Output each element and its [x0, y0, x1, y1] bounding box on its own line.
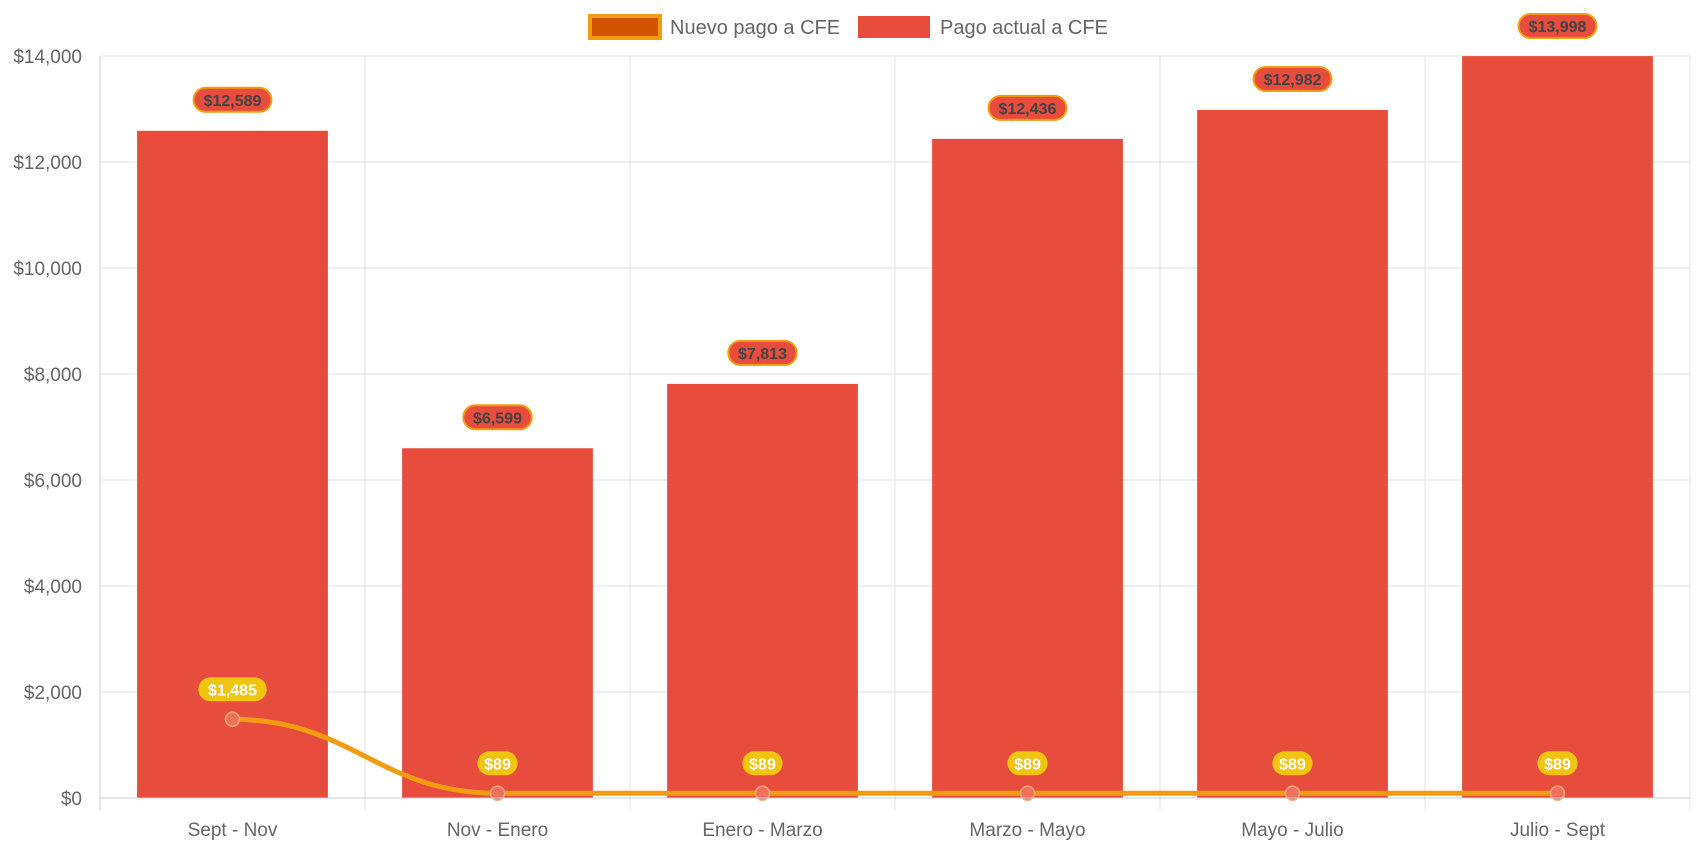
line-series-nuevo-pago	[224, 711, 1566, 802]
bar-data-label: $6,599	[473, 410, 522, 427]
x-tick-label: Mayo - Julio	[1241, 820, 1343, 841]
grid	[99, 55, 1691, 810]
y-tick-label: $12,000	[13, 153, 82, 174]
line-data-label: $89	[1014, 756, 1041, 773]
y-tick-label: $4,000	[24, 577, 82, 598]
bar-data-label: $12,982	[1264, 72, 1322, 89]
y-tick-label: $10,000	[13, 259, 82, 280]
data-labels: $12,589 $6,599 $7,813 $12,436 $12,982 $13,998…	[192, 13, 1598, 776]
series-line	[230, 716, 1560, 796]
bar	[402, 448, 593, 798]
y-tick-label: $14,000	[13, 47, 82, 68]
bar	[932, 138, 1123, 799]
y-tick-label: $8,000	[24, 365, 82, 386]
bar-data-label-bg	[462, 404, 533, 431]
line-data-label-bg	[1007, 751, 1048, 776]
bar	[667, 383, 858, 798]
bar-data-label-bg	[192, 86, 273, 113]
bar-series-pago-actual	[137, 56, 1653, 799]
bar-data-label: $7,813	[738, 346, 787, 363]
bar-data-label-bg	[1252, 65, 1333, 92]
line-data-label: $89	[1279, 756, 1306, 773]
bar-data-label: $12,589	[204, 93, 262, 110]
y-tick-label: $0	[61, 789, 82, 810]
bar	[1462, 56, 1653, 798]
legend: Nuevo pago a CFE Pago actual a CFE	[588, 14, 1108, 40]
line-data-label: $89	[1544, 756, 1571, 773]
line-point	[1549, 785, 1566, 802]
line-point	[1284, 785, 1301, 802]
legend-swatch-nuevo-pago	[588, 14, 662, 40]
legend-label-pago-actual: Pago actual a CFE	[940, 17, 1108, 39]
line-data-label: $1,485	[208, 682, 257, 699]
line-data-label: $89	[484, 756, 511, 773]
line-data-label: $89	[749, 756, 776, 773]
line-data-label-bg	[477, 751, 518, 776]
bar	[1197, 109, 1388, 799]
bar-data-label: $13,998	[1529, 19, 1587, 36]
line-data-label-bg	[742, 751, 783, 776]
x-tick-label: Marzo - Mayo	[969, 820, 1085, 841]
line-point	[1019, 785, 1036, 802]
legend-swatch-pago-actual	[858, 16, 930, 38]
line-data-label-bg	[198, 677, 267, 702]
bar-data-label-bg	[987, 94, 1068, 121]
y-tick-label: $6,000	[24, 471, 82, 492]
x-tick-label: Enero - Marzo	[702, 820, 822, 841]
bar-data-label: $12,436	[999, 101, 1057, 118]
line-data-label-bg	[1272, 751, 1313, 776]
bar-data-label-bg	[1517, 13, 1598, 39]
line-point	[489, 785, 506, 802]
x-tick-label: Sept - Nov	[188, 820, 278, 841]
y-tick-label: $2,000	[24, 683, 82, 704]
line-point	[754, 785, 771, 802]
line-point	[224, 711, 241, 728]
x-tick-label: Julio - Sept	[1510, 820, 1606, 841]
axes: $0 $2,000 $4,000 $6,000 $8,000 $10,000 $12,000…	[13, 47, 1690, 841]
line-data-label-bg	[1537, 751, 1578, 776]
x-tick-label: Nov - Enero	[447, 820, 548, 841]
bar-data-label-bg	[727, 339, 798, 366]
legend-label-nuevo-pago: Nuevo pago a CFE	[670, 17, 840, 39]
